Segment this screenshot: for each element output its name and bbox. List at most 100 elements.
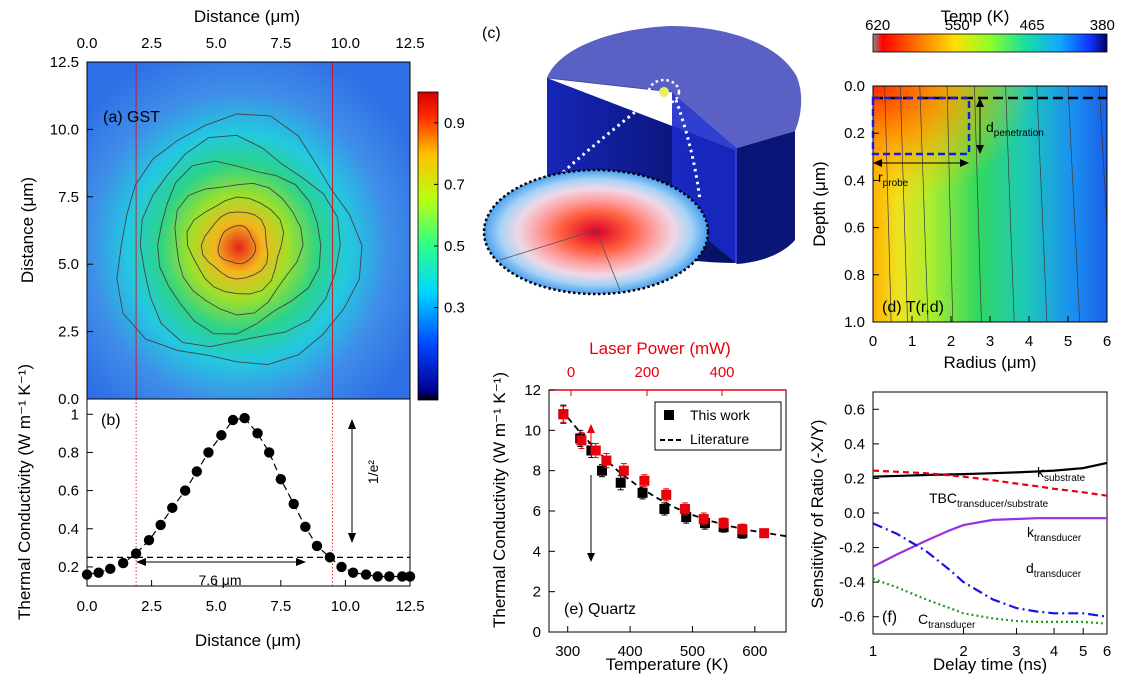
- panel-f-x-tick: 3: [1012, 643, 1020, 660]
- panel-b-point: [227, 414, 239, 426]
- panel-a-top-tick: 5.0: [206, 35, 227, 52]
- panel-a-colorbar-tick: 0.5: [444, 238, 465, 255]
- panel-b-y-tick: 1: [71, 406, 79, 423]
- panel-a-top-tick: 0.0: [77, 35, 98, 52]
- panel-a-colorbar-tick: 0.3: [444, 300, 465, 317]
- panel-d-isoline: [899, 86, 908, 322]
- panel-b-point: [167, 502, 178, 513]
- panel-a-y-tick: 2.5: [58, 324, 79, 341]
- panel-d-isoline: [1067, 86, 1081, 322]
- panel-d-probe-box: [871, 96, 971, 156]
- panel-b-point: [216, 430, 227, 441]
- panel-a-y-tick: 12.5: [50, 54, 79, 71]
- panel-e-ylabel: Thermal Conductivity (W m⁻¹ K⁻¹): [490, 372, 509, 628]
- cylinder-hotspot: [659, 87, 669, 97]
- panel-e-top-tick: 0: [567, 364, 575, 381]
- panel-f-line-4: [872, 577, 1108, 625]
- panel-b-ylabel: Thermal Conductivity (W m⁻¹ K⁻¹): [15, 364, 34, 620]
- panel-d-x-tick: 3: [986, 333, 994, 350]
- svg-text:ktransducer: ktransducer: [1027, 524, 1082, 544]
- panel-b-point: [275, 473, 286, 485]
- panel-e-y-ticks: 0 2 4 6 8 10 12: [524, 382, 555, 641]
- panel-f-y-tick: 0.2: [844, 470, 865, 487]
- panel-b-y-ticks: 0.2 0.4 0.6 0.8 1: [58, 406, 93, 576]
- legend-literature: Literature: [690, 431, 749, 447]
- panel-e-y-tick: 6: [533, 503, 541, 520]
- panel-f-x-tick: 1: [869, 643, 877, 660]
- panel-b-points: [81, 412, 416, 582]
- panel-a-top-tick: 2.5: [141, 35, 162, 52]
- panel-b-point: [288, 498, 299, 510]
- panel-a-y-tick: 10.0: [50, 121, 79, 138]
- panel-a-top-tick: 12.5: [395, 35, 424, 52]
- label-k-substrate: k: [1037, 464, 1045, 480]
- panel-e-y-tick: 10: [524, 422, 541, 439]
- panel-d-d-label: dpenetration: [986, 119, 1044, 139]
- panel-d-label: (d) T(r,d): [882, 299, 944, 316]
- panel-e-red-point: [590, 445, 601, 456]
- panel-b-y-tick: 0.8: [58, 444, 79, 461]
- panel-e: Laser Power (mW) 0 200 400 This work Liter…: [490, 339, 787, 674]
- panel-e-red-point: [639, 475, 650, 486]
- panel-d-heatmap: [873, 86, 1107, 322]
- panel-d-colorbar-title: Temp (K): [941, 7, 1010, 26]
- panel-d-isoline: [946, 86, 954, 322]
- panel-e-this-work-point: [681, 512, 692, 523]
- panel-e-red-point: [576, 435, 587, 446]
- panel-d-isoline: [919, 86, 929, 322]
- panel-d-x-tick: 2: [947, 333, 955, 350]
- panel-b-point: [300, 521, 311, 533]
- panel-e-x-tick: 500: [680, 643, 705, 660]
- panel-f-y-tick: -0.4: [839, 574, 865, 591]
- panel-a: Distance (μm) 0.0 2.5 5.0 7.5 10.0 12.5 (a) G…: [18, 7, 465, 408]
- panel-f-y-ticks: -0.6 -0.4 -0.2 0.0 0.2 0.4 0.6: [839, 401, 879, 626]
- panel-a-contour: [174, 182, 304, 316]
- panel-e-red-point: [558, 409, 569, 420]
- panel-c-label: (c): [482, 25, 501, 42]
- panel-e-top-tick: 400: [709, 364, 734, 381]
- panel-f-y-tick: 0.0: [844, 505, 865, 522]
- panel-b-label: (b): [101, 412, 121, 429]
- panel-d-y-tick: 0.0: [844, 78, 865, 95]
- panel-b-point: [143, 535, 155, 546]
- panel-b-point: [372, 571, 383, 582]
- panel-b-point: [404, 571, 416, 582]
- panel-f-y-tick: 0.4: [844, 436, 865, 453]
- panel-b-x-tick: 7.5: [270, 598, 291, 615]
- panel-f: ksubstrate TBCtransducer/substrate ktran…: [808, 391, 1111, 674]
- panel-a-top-tick: 7.5: [270, 35, 291, 52]
- panel-b-point: [360, 569, 372, 580]
- panel-a-heatmap: [87, 62, 410, 399]
- panel-f-line-3: [872, 522, 1108, 618]
- panel-b-point: [263, 447, 275, 458]
- panel-d-x-tick: 6: [1103, 333, 1111, 350]
- panel-d-y-tick: 0.6: [844, 220, 865, 237]
- panel-e-red-points: [558, 405, 770, 539]
- panel-d-r-arrow: [873, 159, 969, 167]
- panel-b-point: [239, 412, 250, 424]
- panel-a-top-ticks: 0.0 2.5 5.0 7.5 10.0 12.5: [77, 35, 425, 68]
- label-d-transducer: d: [1026, 560, 1034, 576]
- panel-d-x-ticks: 0 1 2 3 4 5 6: [869, 316, 1111, 350]
- panel-a-y-tick: 5.0: [58, 256, 79, 273]
- panel-d-y-tick: 1.0: [844, 314, 865, 331]
- panel-d-x-tick: 0: [869, 333, 877, 350]
- panel-f-xlabel: Delay time (ns): [933, 655, 1047, 674]
- panel-b-height-arrow: [348, 419, 356, 543]
- panel-a-colorbar-tick: 0.7: [444, 176, 465, 193]
- panel-e-red-point: [759, 528, 770, 539]
- panel-d-isoline: [1036, 86, 1048, 322]
- panel-b-point: [252, 428, 263, 439]
- panel-d-d-arrow: [976, 98, 984, 154]
- panel-a-top-tick: 10.0: [331, 35, 360, 52]
- panel-e-y-tick: 4: [533, 543, 541, 560]
- panel-d-y-ticks: 0.0 0.2 0.4 0.6 0.8 1.0: [844, 78, 879, 331]
- panel-b-xlabel: Distance (μm): [195, 631, 301, 650]
- panel-b-point: [117, 557, 129, 569]
- panel-a-y-ticks: 0.0 2.5 5.0 7.5 10.0 12.5: [50, 54, 93, 408]
- svg-text:ksubstrate: ksubstrate: [1037, 464, 1086, 484]
- panel-b-x-tick: 2.5: [141, 598, 162, 615]
- svg-text:dtransducer: dtransducer: [1026, 560, 1082, 580]
